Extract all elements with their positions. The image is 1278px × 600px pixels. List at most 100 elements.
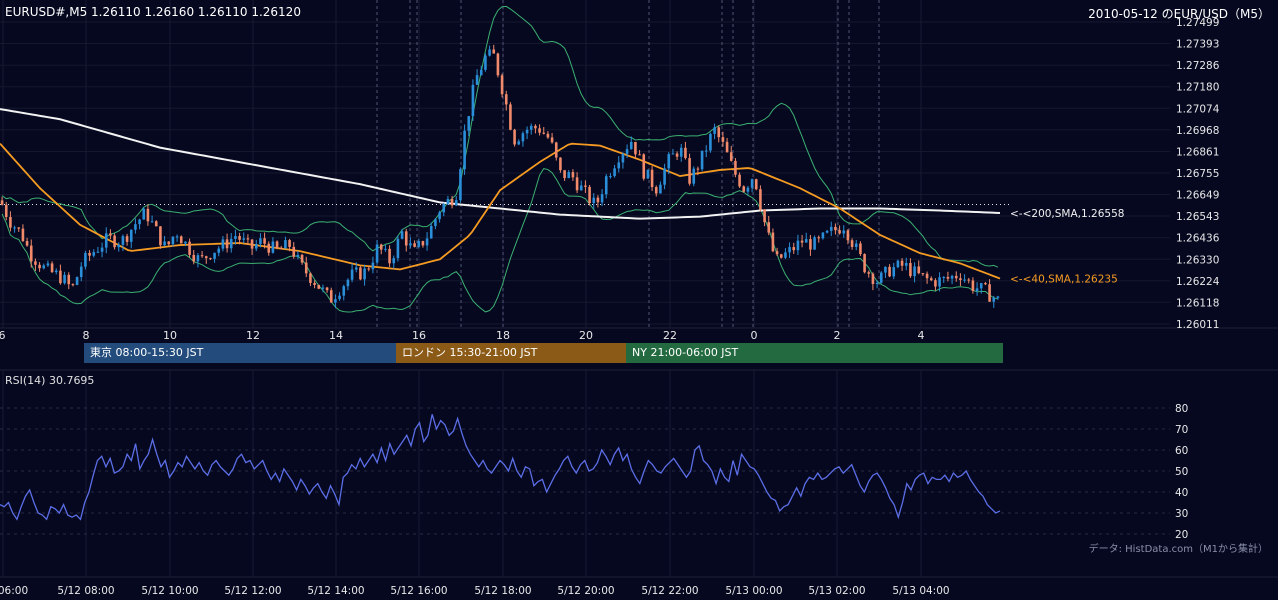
- time-tick-label: 5/12 08:00: [57, 585, 114, 597]
- bear-candle: [717, 127, 721, 138]
- bull-candle: [400, 231, 404, 239]
- bear-candle: [584, 185, 587, 187]
- bear-candle: [909, 262, 912, 277]
- rsi-tick-label: 20: [1175, 529, 1188, 541]
- bear-candle: [534, 125, 537, 129]
- bull-candle: [671, 153, 675, 155]
- bear-candle: [684, 147, 687, 159]
- bull-candle: [271, 241, 275, 253]
- bear-candle: [317, 284, 321, 289]
- hour-tick-label: 16: [412, 329, 426, 342]
- price-tick-label: 1.27393: [1176, 39, 1219, 51]
- time-tick-label: 5/12 22:00: [641, 585, 698, 597]
- bear-candle: [275, 241, 279, 248]
- bear-candle: [209, 258, 212, 260]
- bull-candle: [350, 269, 354, 280]
- bull-candle: [75, 277, 79, 285]
- bull-candle: [175, 236, 179, 238]
- bull-candle: [521, 133, 525, 142]
- bear-candle: [238, 236, 241, 240]
- hour-tick-label: 18: [496, 329, 510, 342]
- session-london: ロンドン 15:30-21:00 JST: [396, 343, 626, 363]
- rsi-panel-label: RSI(14) 30.7695: [5, 374, 95, 387]
- rsi-tick-label: 50: [1175, 466, 1188, 478]
- bull-candle: [979, 283, 983, 289]
- bear-candle: [504, 94, 508, 105]
- bear-candle: [25, 241, 29, 246]
- bull-candle: [467, 116, 471, 131]
- bear-candle: [38, 264, 41, 269]
- bear-candle: [279, 247, 283, 249]
- bear-candle: [59, 270, 62, 284]
- bear-candle: [225, 239, 229, 249]
- bull-candle: [96, 251, 100, 253]
- bull-candle: [463, 130, 466, 170]
- bull-candle: [392, 258, 396, 264]
- bull-candle: [459, 169, 462, 201]
- bear-candle: [109, 233, 112, 236]
- price-tick-label: 1.26330: [1176, 254, 1219, 266]
- hour-tick-label: 12: [246, 329, 260, 342]
- bull-candle: [892, 267, 896, 277]
- bull-candle: [242, 238, 246, 240]
- bull-candle: [229, 238, 233, 249]
- bull-candle: [996, 296, 1000, 298]
- bull-candle: [629, 141, 633, 150]
- bull-candle: [829, 226, 833, 231]
- bull-candle: [713, 127, 716, 134]
- bull-candle: [963, 279, 966, 281]
- bear-candle: [154, 221, 158, 227]
- bull-candle: [659, 184, 662, 194]
- bull-candle: [13, 227, 16, 229]
- hour-axis-labels: 6 8 10 12 14 16 18 20 22 0 2 4: [0, 329, 925, 342]
- bear-candle: [984, 283, 987, 285]
- rsi-series-line: [0, 414, 1001, 521]
- sma200-label: <-<200,SMA,1.26558: [1010, 208, 1124, 220]
- bear-candle: [838, 230, 841, 234]
- data-credit: データ: HistData.com（M1から集計）: [1088, 544, 1268, 555]
- moving-averages: [0, 108, 1001, 280]
- chart-title: 2010-05-12 のEUR/USD（M5）: [1088, 7, 1270, 21]
- bear-candle: [596, 197, 600, 203]
- price-tick-label: 1.27074: [1176, 103, 1220, 115]
- bear-candle: [859, 243, 862, 255]
- bull-candle: [321, 287, 325, 289]
- bull-candle: [134, 224, 137, 230]
- time-tick-label: 5/12 14:00: [307, 585, 364, 597]
- bear-candle: [17, 227, 21, 229]
- bear-candle: [688, 158, 691, 184]
- time-tick-label: 5/13 00:00: [725, 585, 782, 597]
- bull-candle: [425, 238, 429, 246]
- price-tick-label: 1.26224: [1176, 276, 1220, 288]
- bull-candle: [600, 194, 604, 203]
- bull-candle: [709, 133, 712, 151]
- bear-candle: [767, 222, 771, 233]
- bull-candle: [604, 176, 608, 195]
- time-tick-label: 06:00: [0, 585, 28, 597]
- bear-candle: [563, 170, 566, 179]
- bull-candle: [284, 240, 287, 249]
- bear-candle: [263, 238, 266, 244]
- rsi-grid: [0, 407, 1170, 535]
- bear-candle: [729, 152, 733, 161]
- bull-candle: [663, 168, 666, 185]
- bear-candle: [21, 228, 25, 242]
- bear-candle: [304, 262, 308, 274]
- bull-candle: [163, 241, 166, 246]
- time-tick-label: 5/12 16:00: [390, 585, 447, 597]
- time-axis-labels: 06:00 5/12 08:00 5/12 10:00 5/12 12:00 5/12 …: [0, 585, 950, 597]
- bull-candle: [529, 125, 533, 130]
- rsi-tick-label: 60: [1175, 445, 1188, 457]
- hour-tick-label: 10: [163, 329, 177, 342]
- bull-candle: [79, 266, 83, 278]
- session-ny-label: NY 21:00-06:00 JST: [632, 346, 739, 359]
- bear-candle: [900, 260, 904, 266]
- bear-candle: [725, 141, 729, 153]
- hour-tick-label: 20: [579, 329, 593, 342]
- bear-candle: [654, 187, 658, 194]
- bull-candle: [42, 265, 46, 269]
- bull-candle: [746, 187, 750, 192]
- bear-candle: [759, 189, 762, 210]
- bull-candle: [975, 288, 979, 292]
